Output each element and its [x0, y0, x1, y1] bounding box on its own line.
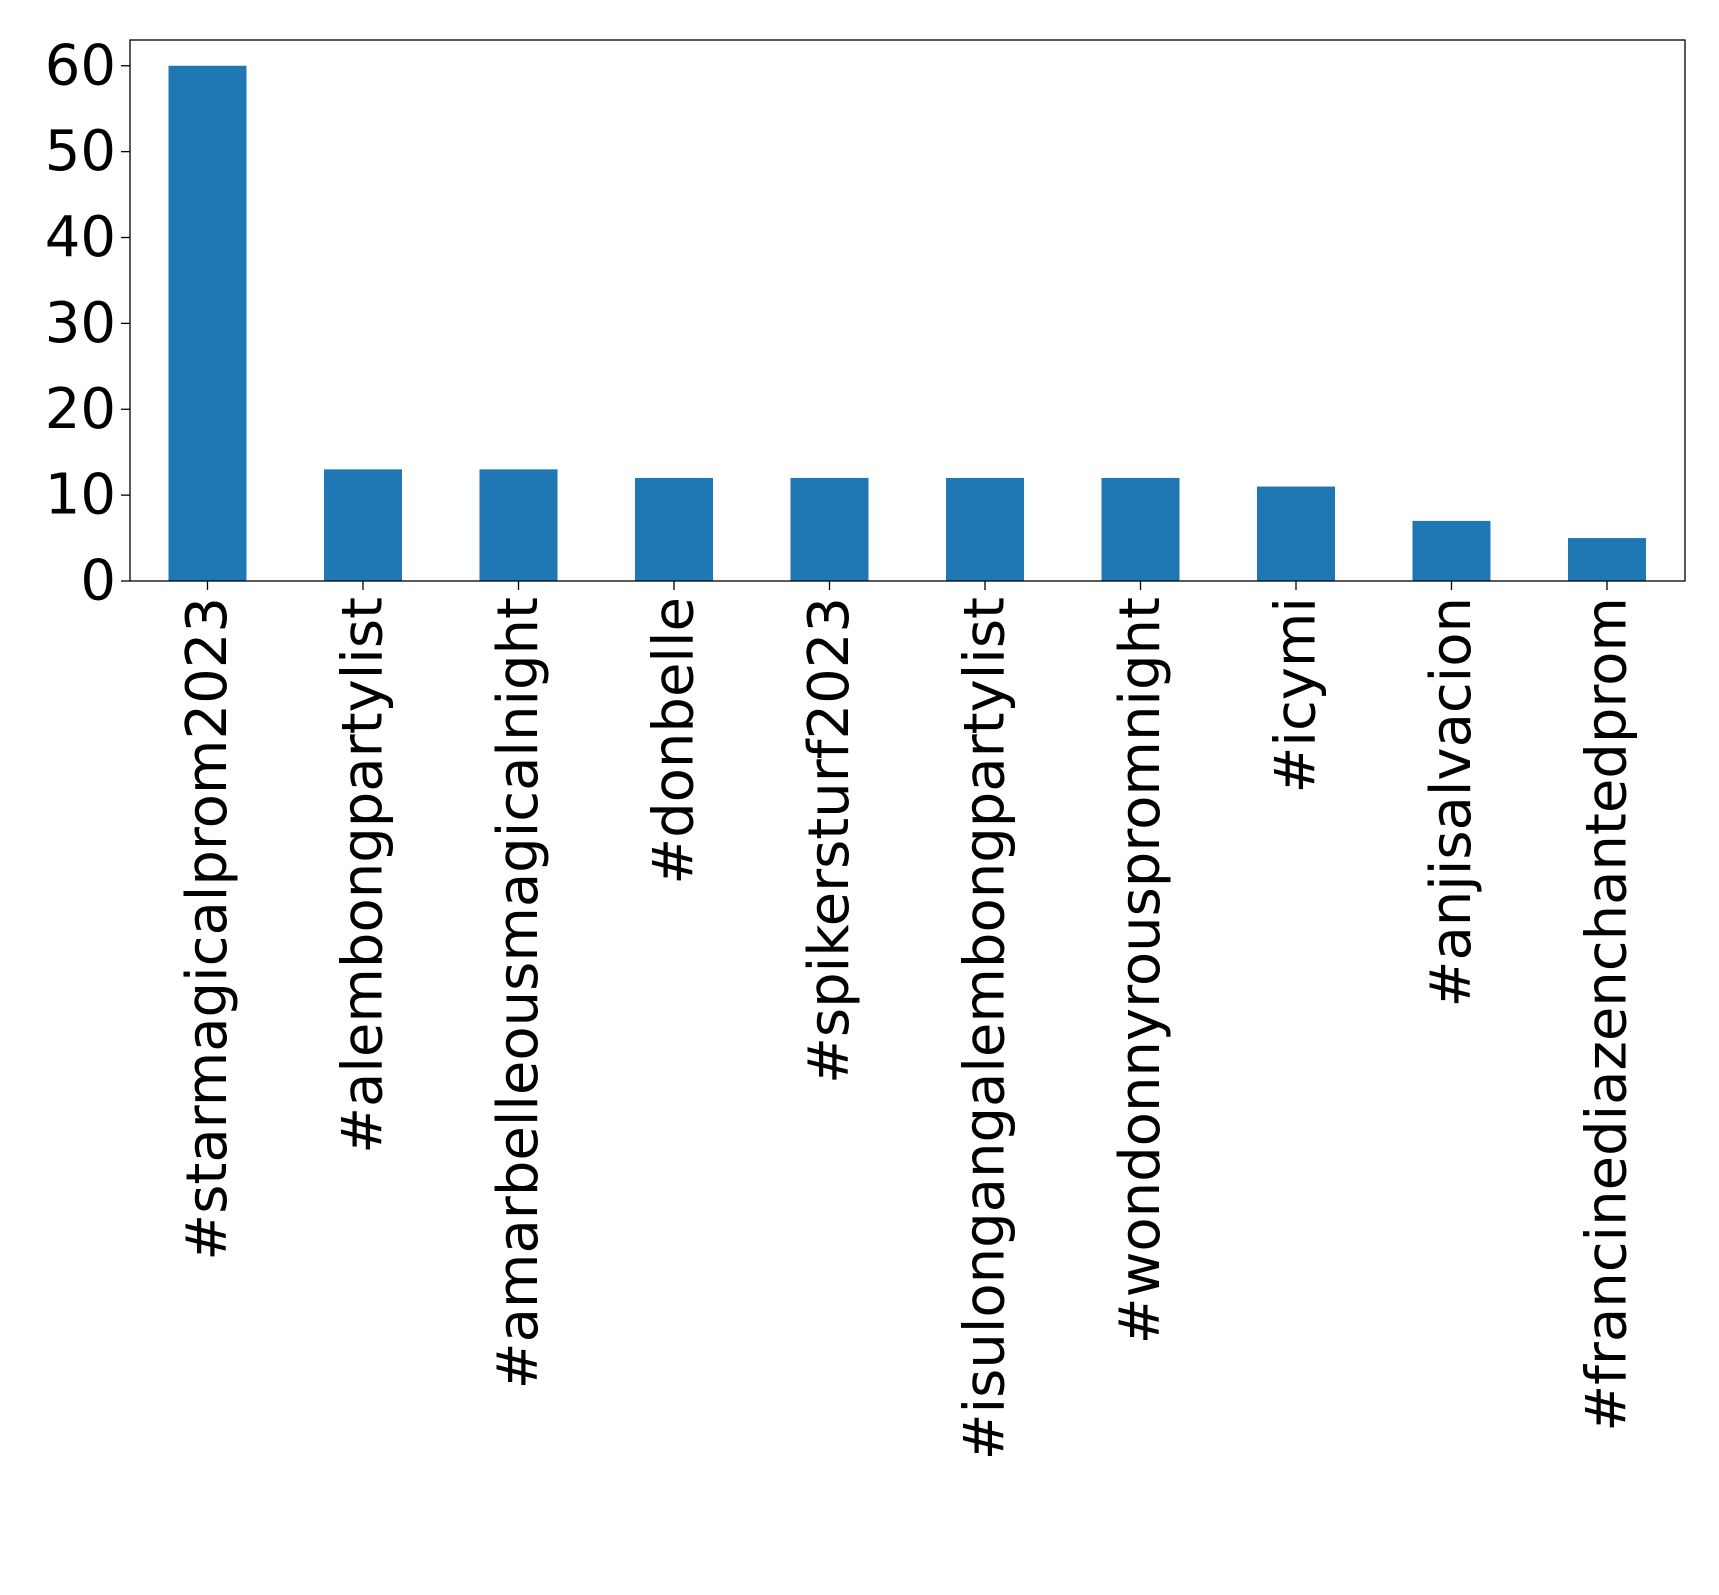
x-tick-label: #icymi	[1264, 597, 1329, 794]
bar-5	[946, 477, 1024, 581]
bar-4	[790, 477, 869, 581]
x-tick-label: #alembongpartylist	[331, 597, 396, 1154]
bars-layer	[168, 65, 1646, 581]
x-tick-label: #spikersturf2023	[797, 597, 862, 1084]
plot-frame	[129, 39, 1686, 582]
x-tick-label: #amarbelleousmagicalnight	[486, 597, 551, 1389]
x-tick-label: #francinediazenchantedprom	[1575, 597, 1640, 1432]
y-tick-label: 40	[45, 205, 116, 270]
bar-6	[1101, 477, 1180, 581]
bar-1	[324, 469, 402, 581]
y-tick-label: 60	[45, 33, 116, 98]
bar-8	[1412, 520, 1491, 581]
y-axis: 0 10 20 30 40 50 60	[45, 33, 130, 614]
x-tick-label: #starmagicalprom2023	[175, 597, 240, 1261]
y-tick-label: 20	[45, 377, 116, 442]
y-tick-label: 50	[45, 119, 116, 184]
x-tick-label: #donbelle	[642, 597, 707, 885]
x-tick-label: #wondonnyrouspromnight	[1108, 597, 1173, 1344]
y-tick-label: 10	[45, 463, 116, 528]
bar-2	[479, 469, 558, 581]
x-axis: #starmagicalprom2023 #alembongpartylist #a…	[175, 581, 1640, 1460]
x-tick-label: #isulongangalembongpartylist	[953, 597, 1018, 1460]
y-tick-label: 0	[80, 549, 116, 614]
bar-7	[1257, 486, 1335, 581]
bar-3	[635, 477, 713, 581]
bar-9	[1568, 538, 1646, 581]
x-tick-label: #anjisalvacion	[1419, 597, 1484, 1007]
y-tick-label: 30	[45, 291, 116, 356]
bar-0	[168, 65, 247, 581]
